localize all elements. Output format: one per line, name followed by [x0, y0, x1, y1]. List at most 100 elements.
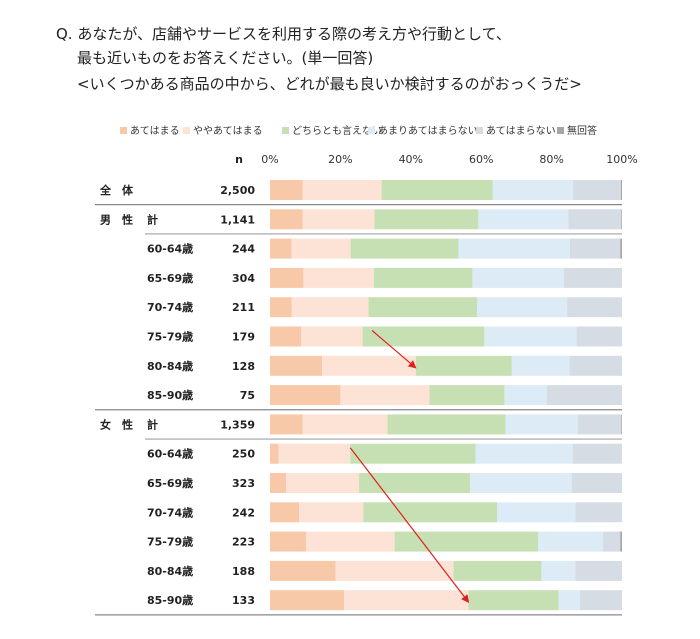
row-label-10: 60-64歳 — [147, 447, 193, 461]
row-group-1: 全 体 — [99, 183, 134, 197]
bar-segment-r8-s2 — [340, 385, 430, 406]
bar-segment-r13-s1 — [270, 531, 307, 552]
bar-segment-r11-s2 — [286, 473, 360, 493]
bar-segment-r1-s6 — [620, 180, 622, 200]
bar-segment-r12-s5 — [575, 502, 622, 523]
row-n-1: 2,500 — [220, 184, 255, 197]
legend-label-6: 無回答 — [567, 124, 597, 137]
legend-swatch-5 — [476, 127, 483, 134]
bar-segment-r12-s2 — [299, 502, 364, 523]
x-tick-label-3: 40% — [399, 153, 423, 166]
bar-segment-r2-s3 — [374, 209, 479, 230]
row-n-8: 75 — [240, 389, 255, 402]
bar-segment-r14-s3 — [453, 560, 542, 581]
bar-segment-r5-s4 — [476, 297, 568, 318]
bar-segment-r3-s6 — [620, 238, 622, 259]
bar-segment-r14-s4 — [541, 560, 576, 581]
row-n-9: 1,359 — [220, 418, 255, 431]
bar-segment-r15-s3 — [468, 590, 559, 611]
bar-segment-r5-s3 — [368, 297, 477, 318]
row-label-5: 70-74歳 — [147, 300, 193, 314]
row-n-10: 250 — [232, 448, 255, 461]
legend-swatch-1 — [120, 127, 127, 134]
x-tick-label-5: 80% — [539, 153, 563, 166]
row-label-14: 80-84歳 — [147, 564, 193, 578]
bar-segment-r5-s5 — [567, 297, 622, 318]
bar-segment-r5-s1 — [270, 297, 292, 318]
bar-segment-r2-s1 — [270, 209, 303, 230]
bar-segment-r10-s3 — [350, 443, 476, 464]
bar-segment-r7-s5 — [569, 355, 622, 376]
bar-segment-r13-s6 — [620, 531, 622, 552]
bar-segment-r2-s2 — [302, 209, 375, 230]
bar-segment-r3-s1 — [270, 238, 292, 259]
row-label-15: 85-90歳 — [147, 593, 193, 607]
bar-segment-r2-s6 — [621, 209, 622, 230]
row-label-12: 70-74歳 — [147, 505, 193, 519]
bar-segment-r13-s3 — [394, 531, 539, 552]
bar-segment-r4-s2 — [303, 267, 374, 288]
row-n-14: 188 — [232, 565, 255, 578]
bar-segment-r7-s3 — [415, 355, 512, 376]
legend-label-2: ややあてはまる — [193, 125, 263, 137]
bar-segment-r13-s2 — [306, 531, 395, 552]
bar-segment-r3-s3 — [350, 238, 459, 259]
row-label-7: 80-84歳 — [147, 359, 193, 373]
row-n-3: 244 — [232, 243, 255, 256]
row-n-6: 179 — [232, 331, 255, 344]
row-label-6: 75-79歳 — [147, 330, 193, 344]
row-n-7: 128 — [232, 360, 255, 373]
bar-segment-r9-s2 — [302, 414, 388, 435]
bar-segment-r3-s4 — [458, 238, 570, 259]
bar-segment-r14-s5 — [575, 560, 622, 581]
x-tick-label-6: 100% — [606, 153, 637, 166]
bar-segment-r6-s3 — [362, 326, 485, 347]
bar-segment-r12-s3 — [363, 502, 498, 523]
bar-segment-r8-s4 — [504, 385, 547, 406]
row-n-2: 1,141 — [220, 213, 255, 226]
bar-segment-r4-s5 — [563, 267, 622, 288]
bar-segment-r9-s1 — [270, 414, 303, 435]
row-n-12: 242 — [232, 506, 255, 519]
row-label-11: 65-69歳 — [147, 476, 193, 490]
question-line-1: Q. あなたが、店舗やサービスを利用する際の考え方や行動として、 — [56, 25, 511, 43]
legend-swatch-2 — [183, 127, 190, 134]
row-label-8: 85-90歳 — [147, 388, 193, 402]
bar-segment-r9-s4 — [505, 414, 578, 435]
question-line-3: <いくつかある商品の中から、どれが最も良いか検討するのがおっくうだ> — [77, 75, 582, 93]
bar-segment-r12-s1 — [270, 502, 300, 523]
row-label-3: 60-64歳 — [147, 242, 193, 256]
row-n-4: 304 — [232, 272, 255, 285]
bar-segment-r3-s5 — [569, 238, 621, 259]
bar-segment-r10-s4 — [475, 443, 573, 464]
bar-segment-r6-s2 — [301, 326, 363, 347]
bar-segment-r9-s6 — [621, 414, 622, 435]
bar-segment-r3-s2 — [291, 238, 351, 259]
bar-segment-r11-s1 — [270, 473, 287, 493]
bar-segment-r4-s1 — [270, 267, 304, 288]
bar-segment-r13-s5 — [602, 531, 621, 552]
bar-segment-r8-s3 — [429, 385, 505, 406]
legend-label-5: あてはまらない — [486, 125, 556, 137]
bar-segment-r15-s1 — [270, 590, 345, 611]
bar-segment-r5-s2 — [291, 297, 369, 318]
row-n-15: 133 — [232, 594, 255, 607]
bar-segment-r14-s1 — [270, 560, 336, 581]
bar-segment-r8-s5 — [546, 385, 622, 406]
x-tick-label-4: 60% — [469, 153, 493, 166]
row-n-5: 211 — [232, 301, 255, 314]
bar-segment-r9-s5 — [577, 414, 622, 435]
row-group-2: 男 性 — [100, 212, 133, 226]
legend-swatch-4 — [368, 127, 375, 134]
bar-segment-r4-s3 — [373, 267, 473, 288]
bar-segment-r8-s1 — [270, 385, 341, 406]
bar-segment-r14-s2 — [335, 560, 454, 581]
row-label-2: 計 — [147, 212, 158, 226]
bar-segment-r10-s5 — [572, 443, 622, 464]
row-label-9: 計 — [147, 417, 158, 431]
row-group-9: 女 性 — [100, 417, 133, 431]
row-label-13: 75-79歳 — [147, 535, 193, 549]
row-n-11: 323 — [232, 477, 255, 490]
bar-segment-r9-s3 — [387, 414, 506, 435]
